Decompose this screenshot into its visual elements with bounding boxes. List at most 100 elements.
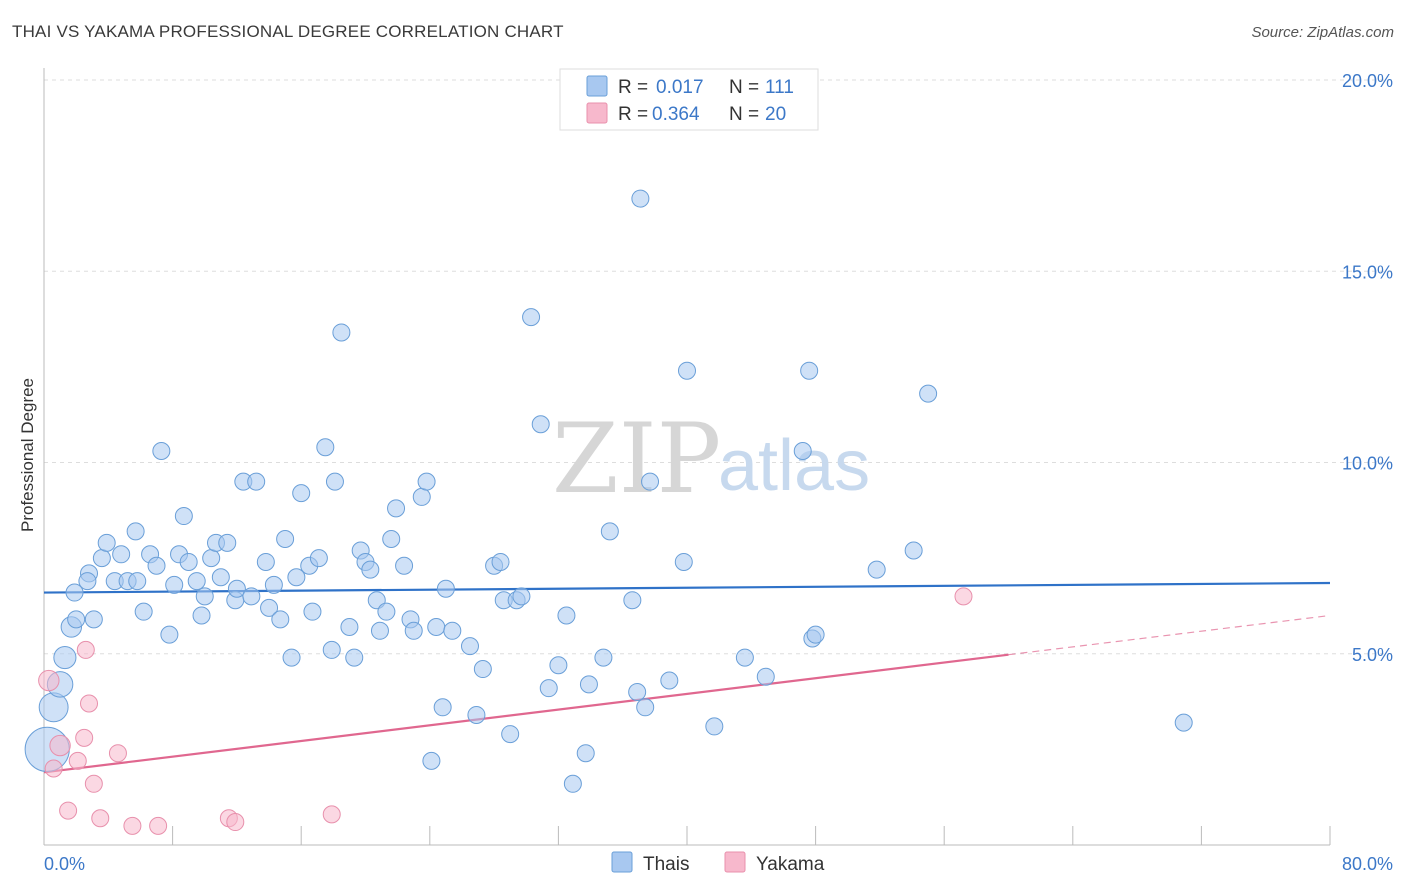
point-yakama <box>84 774 103 793</box>
point-yakama <box>44 759 63 778</box>
point-yakama <box>322 805 341 824</box>
point-yakama <box>123 816 142 835</box>
point-thais <box>631 189 650 208</box>
point-thais <box>325 472 344 491</box>
point-thais <box>549 656 568 675</box>
point-thais <box>628 683 647 701</box>
point-thais <box>473 660 492 679</box>
point-thais <box>377 602 396 621</box>
point-thais <box>1174 713 1193 732</box>
legend-r-value-yakama: 0.364 <box>652 104 700 125</box>
bottom-legend-label-yakama: Yakama <box>756 854 825 875</box>
point-thais <box>227 579 246 598</box>
point-thais <box>417 472 436 491</box>
point-yakama <box>59 801 78 820</box>
y-tick-label: 10.0% <box>1342 454 1393 474</box>
point-yakama <box>108 744 127 763</box>
point-thais <box>867 560 886 579</box>
point-thais <box>904 541 923 560</box>
point-thais <box>443 621 462 640</box>
point-thais <box>332 323 351 342</box>
point-thais <box>160 625 179 644</box>
bottom-legend-label-thais: Thais <box>643 854 689 875</box>
point-yakama <box>149 816 168 835</box>
point-thais <box>678 361 696 380</box>
bottom-legend-swatch-yakama <box>724 851 746 873</box>
point-thais <box>919 384 938 403</box>
point-thais <box>292 484 311 503</box>
point-thais <box>152 442 171 461</box>
point-thais <box>427 617 446 636</box>
watermark-atlas: atlas <box>718 426 870 506</box>
point-yakama <box>226 813 245 832</box>
point-thais <box>65 583 84 602</box>
point-thais <box>340 617 359 636</box>
point-thais <box>38 692 69 723</box>
y-axis-label: Professional Degree <box>18 378 37 532</box>
y-tick-label: 15.0% <box>1342 262 1393 282</box>
point-thais <box>84 610 103 629</box>
y-tick-label: 20.0% <box>1342 71 1393 91</box>
grid-lines <box>44 79 1395 655</box>
point-thais <box>367 591 386 610</box>
legend-n-value-thais: 111 <box>765 77 794 98</box>
point-thais <box>147 556 166 575</box>
point-thais <box>309 549 328 568</box>
point-thais <box>800 361 819 380</box>
point-thais <box>460 637 479 656</box>
legend-r-label-thais: R = <box>618 77 648 98</box>
point-thais <box>436 579 455 598</box>
axes <box>43 68 1331 846</box>
point-thais <box>345 648 364 667</box>
point-thais <box>557 606 576 625</box>
point-thais <box>242 587 261 606</box>
point-thais <box>179 552 198 571</box>
x-tick-label: 0.0% <box>44 854 85 874</box>
point-thais <box>67 610 86 629</box>
point-thais <box>92 549 111 568</box>
point-thais <box>218 533 237 552</box>
point-thais <box>264 575 283 594</box>
point-thais <box>128 572 147 591</box>
point-thais <box>195 587 214 606</box>
point-thais <box>512 587 531 606</box>
point-thais <box>382 530 401 548</box>
trendline-yakama <box>43 653 1009 774</box>
point-thais <box>126 522 145 541</box>
point-thais <box>276 530 295 548</box>
point-thais <box>53 646 77 670</box>
point-thais <box>256 552 275 571</box>
point-thais <box>636 698 655 717</box>
bottom-legend: Thais Yakama <box>611 851 825 875</box>
point-thais <box>134 602 153 621</box>
point-thais <box>361 560 380 579</box>
bottom-legend-swatch-thais <box>611 851 633 873</box>
point-thais <box>467 705 486 724</box>
legend-n-label-yakama: N = <box>729 104 759 125</box>
point-thais <box>202 549 221 568</box>
point-thais <box>705 717 724 736</box>
point-thais <box>756 667 775 686</box>
point-yakama <box>49 734 71 757</box>
y-tick-label: 5.0% <box>1352 645 1393 665</box>
point-thais <box>192 606 211 625</box>
point-yakama <box>91 809 110 828</box>
point-thais <box>271 610 290 629</box>
point-thais <box>303 602 322 621</box>
chart-title: THAI VS YAKAMA PROFESSIONAL DEGREE CORRE… <box>12 22 564 41</box>
point-thais <box>579 675 598 694</box>
point-thais <box>260 598 279 617</box>
point-thais <box>491 552 510 571</box>
data-points <box>24 189 1193 835</box>
point-thais <box>806 625 825 644</box>
point-thais <box>247 472 266 491</box>
legend-n-label-thais: N = <box>729 77 759 98</box>
point-thais <box>641 472 660 491</box>
point-thais <box>674 552 693 571</box>
point-thais <box>563 774 582 793</box>
point-thais <box>287 568 306 587</box>
watermark: ZIP atlas <box>552 403 870 515</box>
point-thais <box>412 487 431 506</box>
point-thais <box>600 522 619 541</box>
point-thais <box>531 415 550 434</box>
